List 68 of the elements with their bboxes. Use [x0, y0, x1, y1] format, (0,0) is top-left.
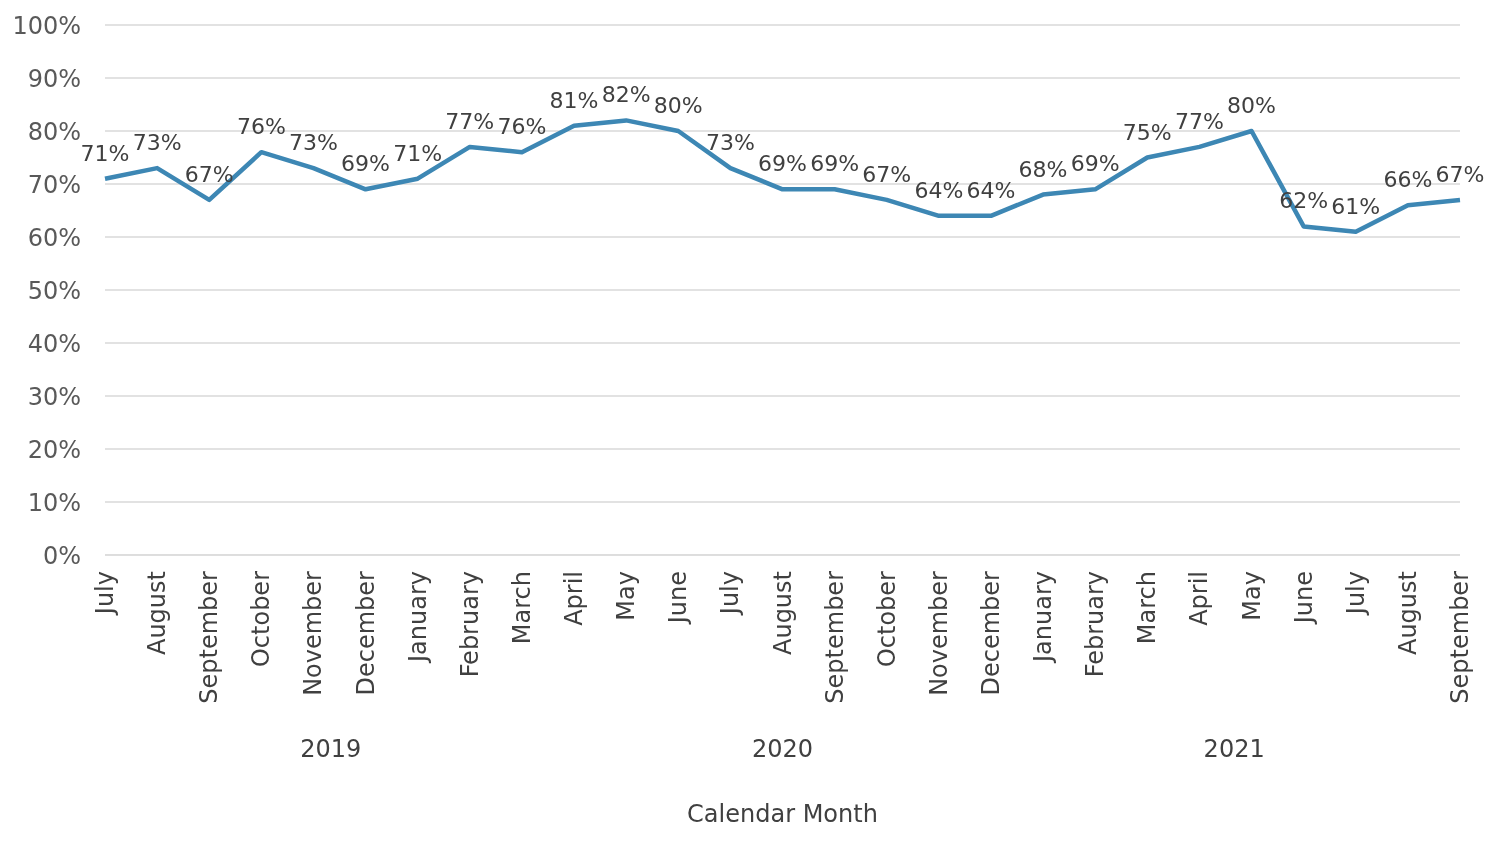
data-label: 67%: [184, 161, 234, 187]
x-tick-label: February: [1081, 571, 1110, 678]
data-label: 66%: [1383, 167, 1433, 193]
y-tick-label: 50%: [27, 276, 81, 305]
data-label: 75%: [1122, 119, 1172, 145]
x-tick-label: October: [247, 570, 276, 668]
data-label: 69%: [341, 151, 391, 177]
x-tick-label: August: [768, 571, 797, 655]
x-tick-label: September: [1446, 570, 1474, 704]
y-tick-label: 80%: [27, 117, 81, 146]
x-tick-label: November: [924, 570, 953, 696]
x-tick-label: August: [143, 571, 172, 655]
y-tick-label: 90%: [27, 64, 81, 93]
data-label: 71%: [80, 140, 130, 166]
x-tick-label: January: [403, 571, 432, 664]
y-tick-label: 10%: [27, 488, 81, 517]
x-tick-label: August: [1393, 571, 1422, 655]
x-tick-label: April: [560, 571, 589, 626]
data-label: 67%: [862, 161, 912, 187]
y-tick-label: 100%: [12, 11, 81, 40]
y-tick-label: 40%: [27, 329, 81, 358]
y-tick-label: 30%: [27, 382, 81, 411]
x-tick-label: June: [1289, 571, 1318, 626]
x-tick-label: February: [455, 571, 484, 678]
data-label: 71%: [393, 140, 443, 166]
text: 2019: [299, 735, 363, 763]
data-label: 73%: [132, 130, 182, 156]
x-tick-label: April: [1185, 571, 1214, 626]
data-label: 80%: [653, 93, 703, 118]
data-label: 67%: [1435, 161, 1485, 187]
data-label: 76%: [236, 114, 286, 140]
data-label: 73%: [289, 130, 338, 156]
x-tick-label: November: [299, 570, 328, 696]
data-label: 73%: [705, 130, 755, 156]
x-axis-title: Calendar Month: [686, 800, 879, 828]
data-label: 82%: [601, 82, 651, 108]
x-tick-label: May: [612, 571, 641, 621]
data-label: 77%: [1174, 108, 1224, 134]
x-tick-label: September: [195, 570, 224, 704]
x-tick-label: July: [1341, 571, 1370, 617]
y-tick-label: 20%: [27, 435, 81, 464]
x-tick-label: May: [1237, 571, 1266, 621]
x-tick-label: March: [1133, 571, 1162, 645]
text: 2021: [1202, 735, 1266, 763]
data-label: 64%: [966, 177, 1016, 203]
data-label: 69%: [1070, 151, 1120, 177]
y-tick-label: 70%: [27, 170, 81, 199]
x-tick-label: June: [664, 571, 693, 626]
data-label: 64%: [914, 177, 964, 203]
data-label: 81%: [549, 87, 599, 113]
x-tick-label: October: [872, 570, 901, 668]
x-tick-label: July: [91, 571, 119, 617]
data-label: 76%: [497, 114, 547, 140]
y-tick-label: 60%: [27, 223, 81, 252]
x-tick-label: March: [507, 571, 536, 645]
x-tick-label: December: [976, 570, 1005, 696]
y-tick-label: 0%: [42, 541, 81, 570]
text: 2020: [750, 735, 815, 763]
x-tick-label: September: [820, 570, 849, 704]
data-label: 69%: [758, 151, 807, 177]
data-label: 61%: [1331, 193, 1381, 219]
data-label: 69%: [810, 151, 860, 177]
data-label: 80%: [1227, 93, 1276, 118]
data-label: 77%: [445, 108, 495, 134]
x-tick-label: December: [351, 570, 380, 696]
data-label: 68%: [1018, 156, 1068, 182]
x-tick-label: July: [716, 571, 745, 617]
x-tick-label: January: [1029, 571, 1058, 664]
